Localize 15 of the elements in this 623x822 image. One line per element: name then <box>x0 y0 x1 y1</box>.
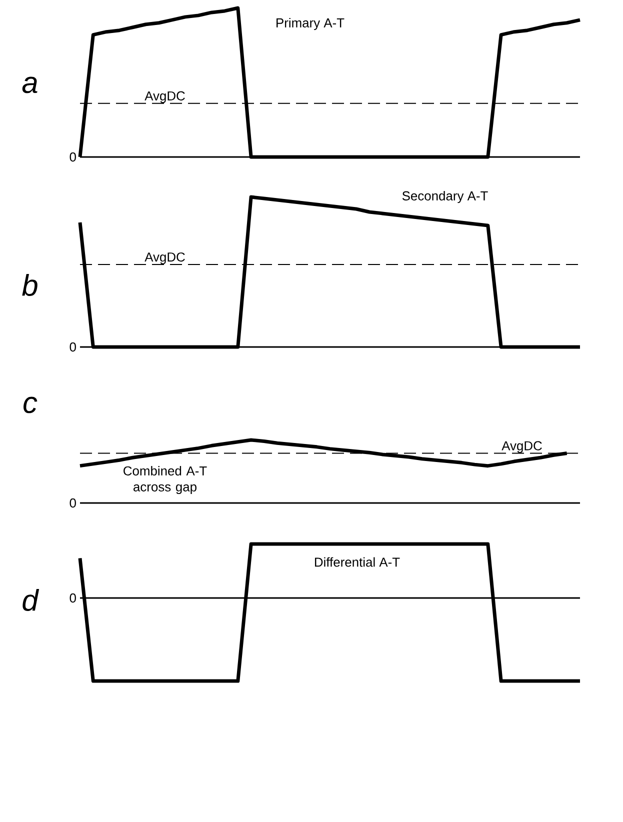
y-axis-title: b <box>22 274 38 296</box>
y-axis-title: a <box>22 76 38 94</box>
y-axis-title: c <box>24 396 38 414</box>
series-label: Differential A-T <box>315 557 400 567</box>
y-axis-title: d <box>22 589 40 611</box>
ref-line-label: 0 <box>70 593 76 603</box>
series-label: Secondary A-T <box>402 190 488 204</box>
ref-line-label: AvgDC <box>144 91 185 104</box>
series-label: Combined A-T across gap <box>124 466 207 494</box>
ref-line-label: 0 <box>70 152 76 162</box>
ref-line-label: AvgDC <box>502 441 542 453</box>
text: Primary A-T <box>276 18 344 30</box>
ref-line-label: 0 <box>70 498 76 508</box>
ref-line-label: AvgDC <box>144 252 185 264</box>
ref-line-label: 0 <box>70 342 76 352</box>
